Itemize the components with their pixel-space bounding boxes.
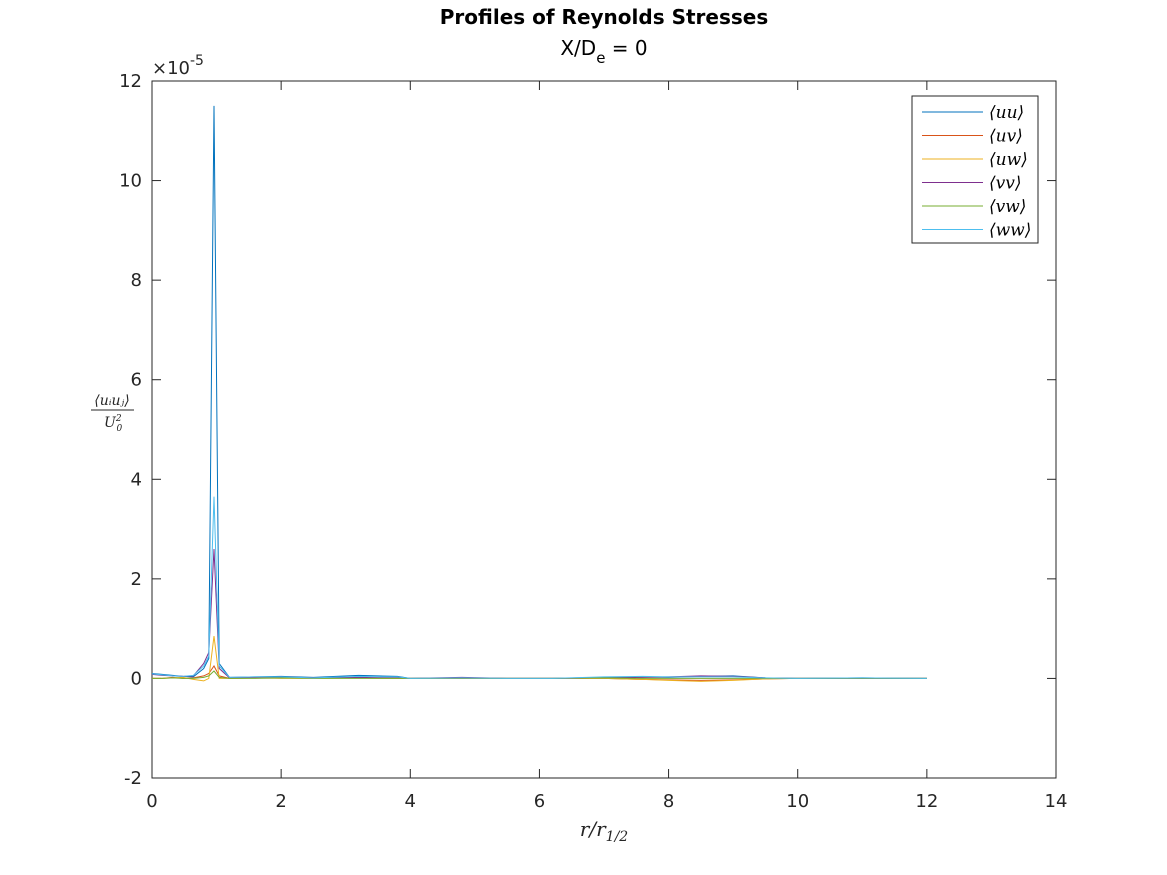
y-tick-label: 4 <box>131 469 142 490</box>
y-tick-label: 12 <box>119 71 142 92</box>
y-label-numerator: ⟨uᵢuⱼ⟩ <box>94 393 129 409</box>
series-line-4 <box>152 670 927 679</box>
x-label-subscript: 1/2 <box>606 829 629 845</box>
x-label-base: r/r <box>580 817 607 841</box>
y-exponent-label: ×10-5 <box>152 53 204 79</box>
legend-box <box>911 95 1039 244</box>
subtitle-base: X/D <box>560 36 596 60</box>
legend-label-2: ⟨uw⟩ <box>989 150 1028 170</box>
series-lines <box>151 105 927 682</box>
series-line-0 <box>151 105 927 679</box>
y-tick-label: 0 <box>131 668 142 689</box>
chart-title: Profiles of Reynolds Stresses <box>440 5 768 29</box>
y-label-den-base: U <box>104 415 117 431</box>
series-line-3 <box>151 548 927 679</box>
x-tick-label: 8 <box>663 791 674 812</box>
legend-label-4: ⟨vw⟩ <box>989 197 1026 217</box>
x-tick-label: 12 <box>915 791 938 812</box>
y-tick-label: -2 <box>124 768 142 789</box>
y-tick-label: 2 <box>131 569 142 590</box>
chart-subtitle: X/De = 0 <box>560 36 647 67</box>
y-tick-label: 6 <box>131 370 142 391</box>
x-axis-label: r/r1/2 <box>580 817 628 845</box>
y-exponent-prefix: ×10 <box>152 58 190 79</box>
x-tick-label: 2 <box>275 791 286 812</box>
legend-label-3: ⟨vv⟩ <box>989 174 1021 194</box>
plot-area-frame <box>151 80 1057 779</box>
legend-label-5: ⟨ww⟩ <box>989 221 1031 241</box>
y-axis-label: ⟨uᵢuⱼ⟩ U2 0 <box>91 393 134 434</box>
legend: ⟨uu⟩ ⟨uv⟩ ⟨uw⟩ ⟨vv⟩ ⟨vw⟩ ⟨ww⟩ <box>911 95 1039 244</box>
x-tick-label: 10 <box>786 791 809 812</box>
x-tick-label: 6 <box>534 791 545 812</box>
x-tick-label: 14 <box>1045 791 1068 812</box>
series-line-2 <box>152 636 927 682</box>
subtitle-rest: = 0 <box>605 36 647 60</box>
y-tick-label: 10 <box>119 171 142 192</box>
x-tick-label: 4 <box>405 791 416 812</box>
y-label-den-sub: 0 <box>117 424 123 434</box>
y-tick-label: 8 <box>131 270 142 291</box>
series-line-5 <box>151 496 927 679</box>
y-label-den-sup: 2 <box>115 414 122 424</box>
subtitle-subscript: e <box>596 49 605 67</box>
y-exponent-power: -5 <box>190 53 204 69</box>
y-label-denominator: U2 0 <box>104 414 123 434</box>
x-tick-label: 0 <box>146 791 157 812</box>
legend-label-0: ⟨uu⟩ <box>989 103 1024 123</box>
legend-label-1: ⟨uv⟩ <box>989 127 1023 147</box>
